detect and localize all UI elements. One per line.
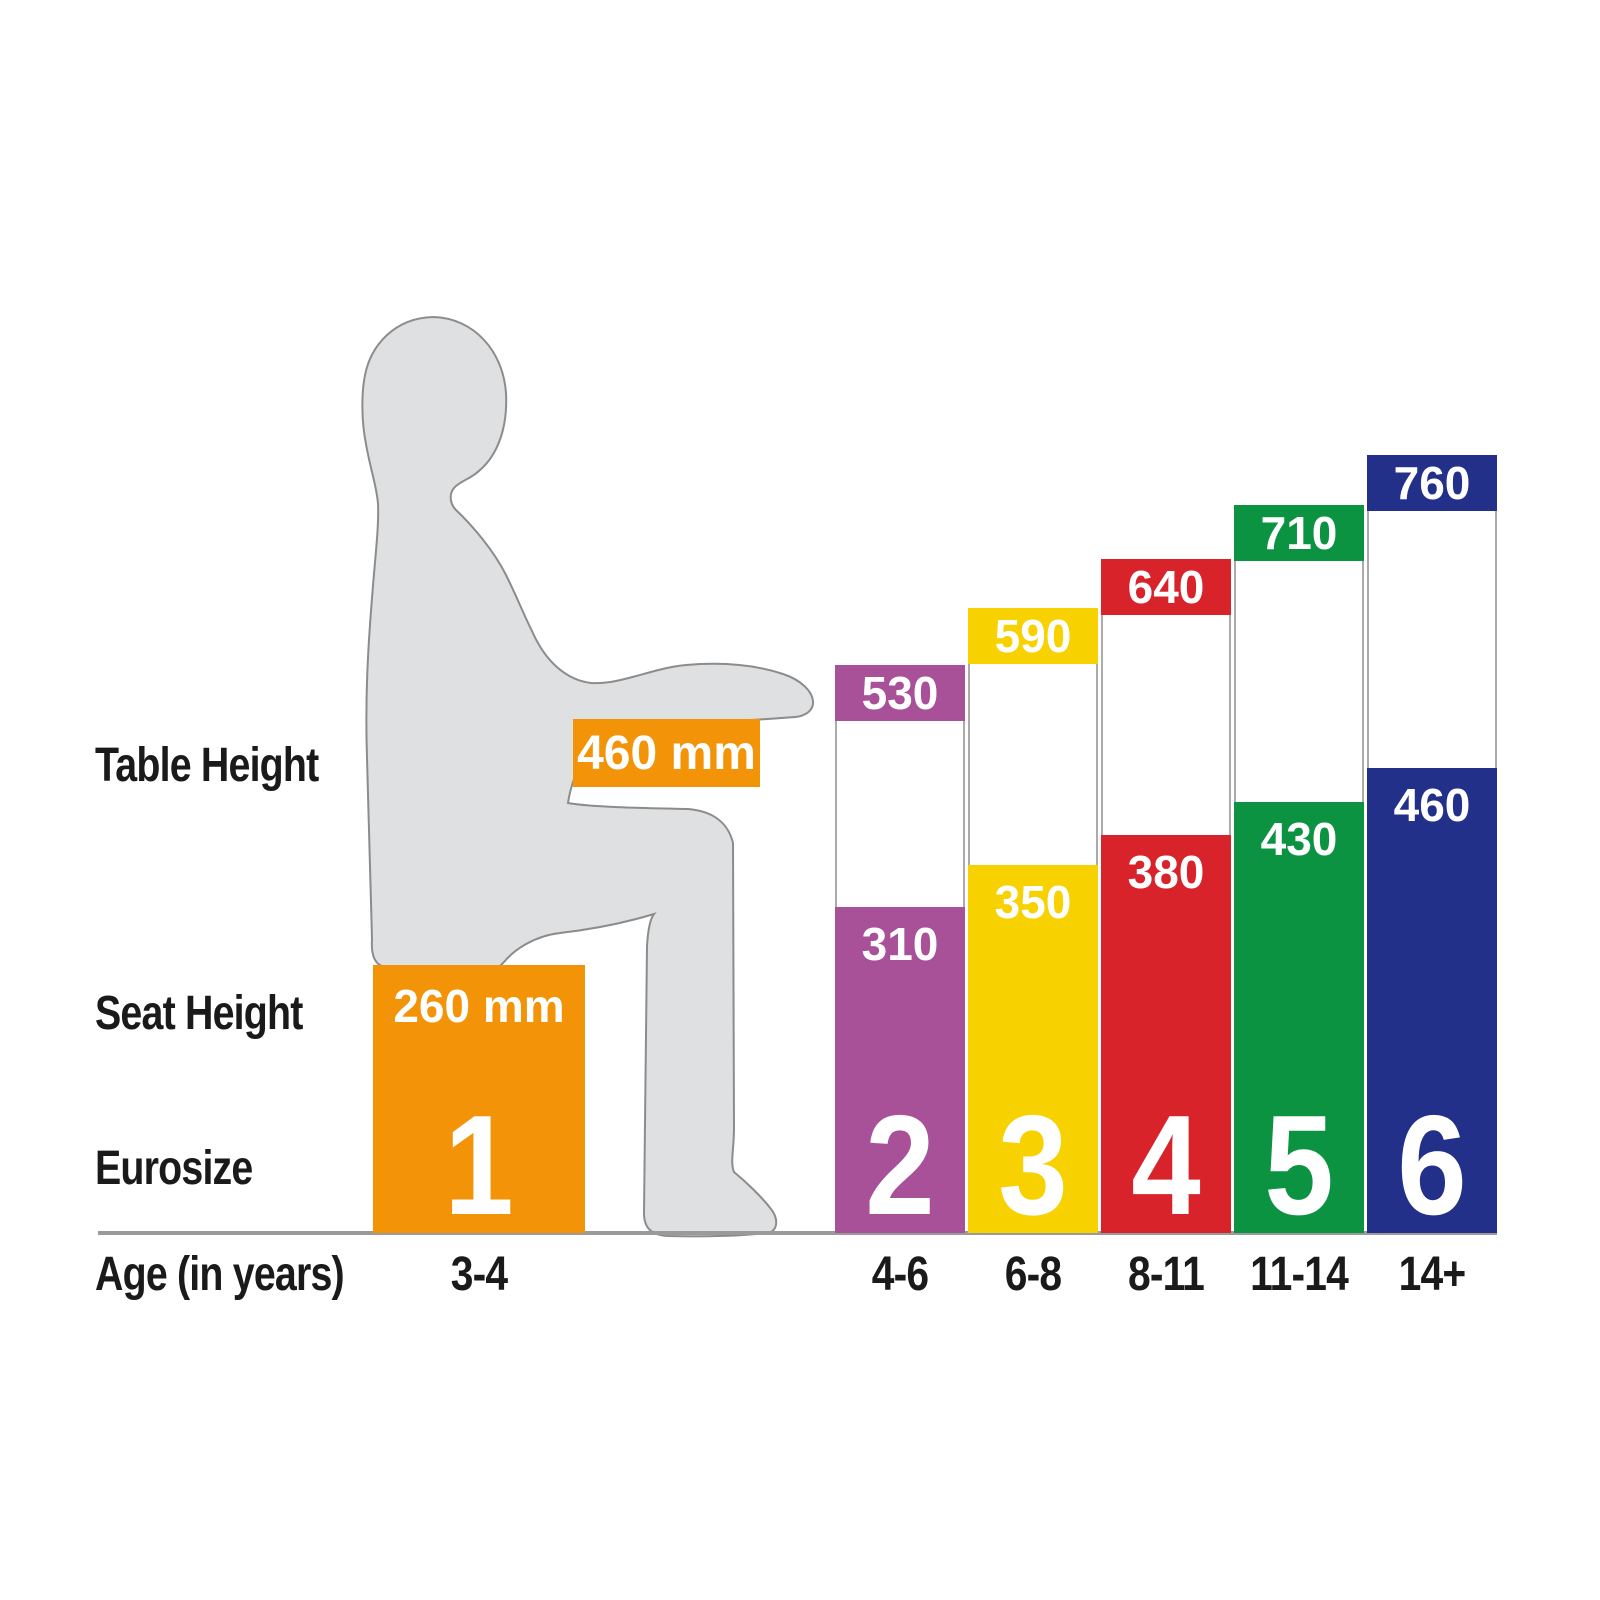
size4-seat-section: 380 4 bbox=[1101, 835, 1231, 1237]
size5-eurosize-number: 5 bbox=[1264, 1086, 1334, 1245]
size1-seat-block: 260 mm 1 bbox=[373, 965, 585, 1237]
size2-white-gap bbox=[835, 721, 965, 907]
size1-age-value: 3-4 bbox=[450, 1248, 508, 1301]
size2-column: 530 310 2 bbox=[835, 665, 965, 1237]
size6-table-height-band: 760 bbox=[1367, 455, 1497, 511]
size3-white-gap bbox=[968, 664, 1098, 865]
size4-seat-height-value: 380 bbox=[1127, 846, 1205, 898]
size6-seat-height-value: 460 bbox=[1393, 779, 1471, 831]
size3-table-height-band: 590 bbox=[968, 608, 1098, 664]
size3-column: 590 350 3 bbox=[968, 608, 1098, 1237]
size4-white-gap bbox=[1101, 615, 1231, 835]
size5-table-height-band: 710 bbox=[1234, 505, 1364, 561]
size5-age-value: 11-14 bbox=[1250, 1248, 1349, 1301]
size5-seat-height-value: 430 bbox=[1260, 813, 1338, 865]
size1-table-height-box: 460 mm bbox=[573, 719, 760, 787]
size4-table-height-band: 640 bbox=[1101, 559, 1231, 615]
baseline-rule bbox=[98, 1231, 1497, 1235]
size2-eurosize-number: 2 bbox=[865, 1086, 935, 1245]
eurosize-label: Eurosize bbox=[95, 1142, 253, 1195]
size5-white-gap bbox=[1234, 561, 1364, 802]
size6-eurosize-number: 6 bbox=[1397, 1086, 1467, 1245]
size3-age-value: 6-8 bbox=[1004, 1248, 1062, 1301]
size6-column: 760 460 6 bbox=[1367, 455, 1497, 1237]
size1-table-height-value: 460 mm bbox=[577, 726, 756, 780]
size1-eurosize-number: 1 bbox=[444, 1086, 514, 1245]
size5-column: 710 430 5 bbox=[1234, 505, 1364, 1237]
size5-seat-section: 430 5 bbox=[1234, 802, 1364, 1237]
size6-age-value: 14+ bbox=[1398, 1248, 1467, 1301]
size1-seat-height-value: 260 mm bbox=[393, 980, 565, 1032]
size4-table-height-value: 640 bbox=[1127, 561, 1205, 613]
size6-white-gap bbox=[1367, 511, 1497, 768]
size2-table-height-value: 530 bbox=[861, 667, 939, 719]
seat-height-label: Seat Height bbox=[95, 987, 303, 1040]
size2-age-value: 4-6 bbox=[871, 1248, 929, 1301]
size4-column: 640 380 4 bbox=[1101, 559, 1231, 1237]
size2-table-height-band: 530 bbox=[835, 665, 965, 721]
size3-seat-height-value: 350 bbox=[994, 876, 1072, 928]
size2-seat-section: 310 2 bbox=[835, 907, 965, 1237]
size6-seat-section: 460 6 bbox=[1367, 768, 1497, 1237]
size5-table-height-value: 710 bbox=[1260, 507, 1338, 559]
size3-table-height-value: 590 bbox=[994, 610, 1072, 662]
size3-eurosize-number: 3 bbox=[998, 1086, 1068, 1245]
size4-age-value: 8-11 bbox=[1127, 1248, 1205, 1301]
size6-table-height-value: 760 bbox=[1393, 457, 1471, 509]
silhouette-path bbox=[361, 315, 815, 1238]
age-axis-label: Age (in years) bbox=[95, 1248, 345, 1301]
table-height-label: Table Height bbox=[95, 739, 319, 792]
size4-eurosize-number: 4 bbox=[1131, 1086, 1201, 1245]
size3-seat-section: 350 3 bbox=[968, 865, 1098, 1237]
size2-seat-height-value: 310 bbox=[861, 918, 939, 970]
